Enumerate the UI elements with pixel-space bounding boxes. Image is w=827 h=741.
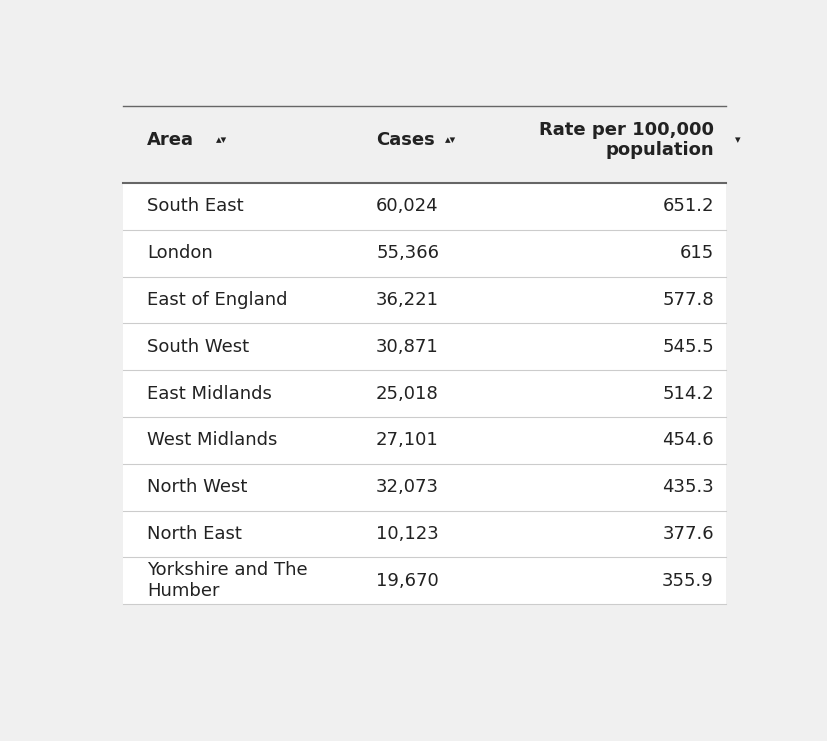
Text: 30,871: 30,871 (375, 338, 438, 356)
Bar (122, 511, 725, 557)
Text: 577.8: 577.8 (662, 291, 713, 309)
Text: 25,018: 25,018 (375, 385, 438, 402)
Bar (122, 183, 725, 230)
Bar (122, 370, 725, 417)
Text: West Midlands: West Midlands (146, 431, 277, 449)
Text: ▴▾: ▴▾ (445, 135, 457, 145)
Text: 60,024: 60,024 (375, 197, 438, 216)
Text: Rate per 100,000
population: Rate per 100,000 population (538, 121, 713, 159)
Text: 55,366: 55,366 (375, 245, 438, 262)
Text: North East: North East (146, 525, 241, 543)
Bar (122, 464, 725, 511)
Text: 615: 615 (679, 245, 713, 262)
Text: 545.5: 545.5 (662, 338, 713, 356)
Text: South East: South East (146, 197, 243, 216)
Text: Area: Area (146, 131, 194, 149)
Text: 19,670: 19,670 (375, 572, 438, 590)
Text: London: London (146, 245, 213, 262)
Text: East Midlands: East Midlands (146, 385, 271, 402)
Bar (122, 230, 725, 276)
Bar (122, 323, 725, 370)
Bar (122, 417, 725, 464)
Text: ▾: ▾ (734, 135, 739, 145)
Text: Yorkshire and The
Humber: Yorkshire and The Humber (146, 562, 307, 600)
Text: 514.2: 514.2 (662, 385, 713, 402)
Text: North West: North West (146, 478, 247, 496)
Text: East of England: East of England (146, 291, 287, 309)
Text: 454.6: 454.6 (662, 431, 713, 449)
Text: Cases: Cases (375, 131, 434, 149)
Text: 377.6: 377.6 (662, 525, 713, 543)
Text: 435.3: 435.3 (662, 478, 713, 496)
Text: 27,101: 27,101 (375, 431, 438, 449)
Text: 32,073: 32,073 (375, 478, 438, 496)
Text: 355.9: 355.9 (662, 572, 713, 590)
Text: 651.2: 651.2 (662, 197, 713, 216)
Text: South West: South West (146, 338, 249, 356)
Bar (122, 557, 725, 604)
Text: ▴▾: ▴▾ (216, 135, 227, 145)
Bar (122, 106, 725, 183)
Text: 10,123: 10,123 (375, 525, 438, 543)
Text: 36,221: 36,221 (375, 291, 438, 309)
Bar (122, 276, 725, 323)
